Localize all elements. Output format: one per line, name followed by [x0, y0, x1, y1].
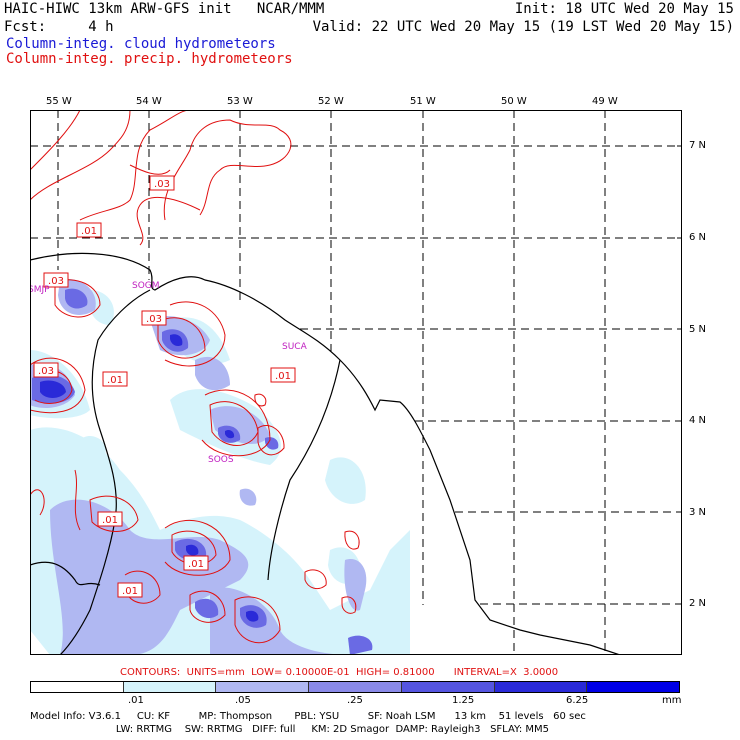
model-info-line2: LW: RRTMG SW: RRTMG DIFF: full KM: 2D Sm… — [30, 724, 549, 735]
colorbar-label: .25 — [347, 695, 363, 706]
colorbar-swatch — [494, 682, 588, 692]
station-label: SOGM — [132, 281, 160, 291]
colorbar-swatch — [401, 682, 495, 692]
colorbar-label: .05 — [235, 695, 251, 706]
contour-label: .01 — [117, 582, 143, 598]
contour-label: .03 — [149, 175, 175, 191]
contour-label: .03 — [43, 272, 69, 288]
colorbar-swatch — [309, 682, 402, 692]
coastline — [30, 252, 621, 655]
lon-label: 53 W — [227, 96, 253, 107]
map-plot: .03 .01 .03 .03 .03 .01 .01 .01 .01 .01 … — [30, 110, 682, 655]
svg-text:.01: .01 — [81, 226, 97, 237]
colorbar-label: 6.25 — [566, 695, 589, 706]
svg-text:.03: .03 — [154, 179, 170, 190]
svg-text:.03: .03 — [146, 314, 162, 325]
contour-label: .01 — [97, 511, 123, 527]
lat-label: 2 N — [689, 598, 707, 609]
header-valid: Valid: 22 UTC Wed 20 May 15 (19 LST Wed … — [312, 19, 734, 35]
header-init: Init: 18 UTC Wed 20 May 15 — [514, 1, 734, 17]
header-title: HAIC-HIWC 13km ARW-GFS init NCAR/MMM — [4, 1, 325, 17]
colorbar-swatch — [216, 682, 310, 692]
model-info-line1: Model Info: V3.6.1 CU: KF MP: Thompson P… — [30, 711, 586, 722]
cloud-shading-max — [40, 334, 259, 622]
precip-contours — [30, 110, 360, 644]
contour-label: .01 — [183, 555, 209, 571]
contour-label: .03 — [33, 362, 59, 378]
lat-label: 6 N — [689, 232, 707, 243]
colorbar-swatch — [31, 682, 124, 692]
graticule — [30, 110, 682, 655]
contour-labels: .03 .01 .03 .03 .03 .01 .01 .01 .01 .01 — [33, 175, 296, 598]
lon-label: 49 W — [592, 96, 618, 107]
contour-label: .03 — [141, 310, 167, 326]
svg-text:.01: .01 — [188, 559, 204, 570]
map-frame — [30, 110, 682, 655]
lat-label: 5 N — [689, 324, 707, 335]
lon-label: 51 W — [410, 96, 436, 107]
svg-text:.01: .01 — [122, 586, 138, 597]
colorbar-swatch — [587, 682, 680, 692]
svg-text:.03: .03 — [48, 276, 64, 287]
lon-label: 54 W — [136, 96, 162, 107]
legend-precip: Column-integ. precip. hydrometeors — [6, 51, 293, 67]
contour-label: .01 — [270, 367, 296, 383]
svg-text:.01: .01 — [275, 371, 291, 382]
station-label: SUCA — [282, 342, 308, 352]
lon-label: 52 W — [318, 96, 344, 107]
contour-label: .01 — [76, 222, 102, 238]
svg-text:.01: .01 — [102, 515, 118, 526]
colorbar — [30, 681, 680, 693]
lat-label: 4 N — [689, 415, 707, 426]
station-labels: SMJP SOGM SUCA SOOS — [30, 281, 308, 465]
station-label: SMJP — [30, 285, 50, 295]
lat-label: 7 N — [689, 140, 707, 151]
colorbar-units: mm — [662, 695, 682, 706]
colorbar-label: .01 — [128, 695, 144, 706]
legend-cloud: Column-integ. cloud hydrometeors — [6, 36, 276, 52]
colorbar-label: 1.25 — [452, 695, 475, 706]
contours-info: CONTOURS: UNITS=mm LOW= 0.10000E-01 HIGH… — [120, 667, 559, 678]
station-label: SOOS — [208, 455, 234, 465]
svg-text:.01: .01 — [107, 375, 123, 386]
svg-text:.03: .03 — [38, 366, 54, 377]
lon-label: 55 W — [46, 96, 72, 107]
header-forecast: Fcst: 4 h — [4, 19, 114, 35]
lat-label: 3 N — [689, 507, 707, 518]
contour-label: .01 — [102, 371, 128, 387]
colorbar-swatch — [123, 682, 217, 692]
lon-label: 50 W — [501, 96, 527, 107]
